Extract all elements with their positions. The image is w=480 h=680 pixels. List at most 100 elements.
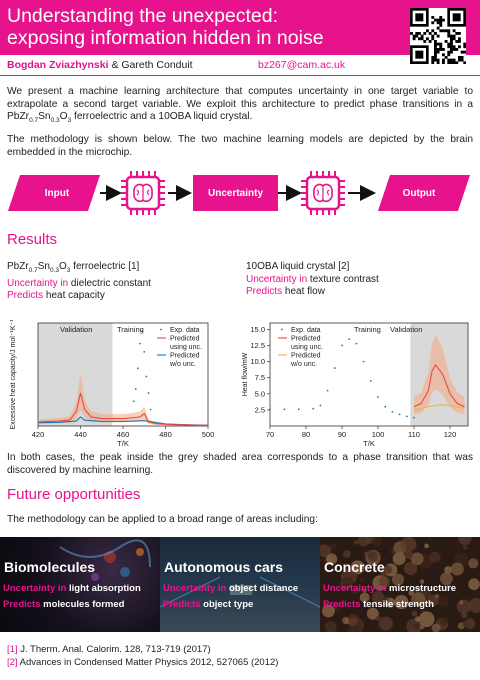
right-predicts: Predicts heat flow [246, 286, 325, 297]
qr-code-icon [410, 8, 467, 65]
reference-1: [1] J. Therm. Anal. Calorim. 128, 713-71… [7, 644, 211, 655]
card-predicts: Predicts object type [163, 599, 254, 610]
exp-data-point [149, 408, 152, 411]
legend-marker [160, 328, 162, 331]
card-autonomous-cars: Autonomous cars Uncertainty in object di… [160, 537, 320, 632]
legend-label: Exp. data [291, 327, 321, 334]
title-line-1: Understanding the unexpected: [7, 5, 279, 27]
future-heading: Future opportunities [7, 486, 141, 503]
x-tick-label: 80 [302, 430, 310, 439]
x-tick-label: 110 [408, 430, 420, 439]
exp-data-point [141, 330, 144, 333]
y-tick-label: 10.0 [250, 357, 265, 366]
validation-label: Validation [390, 325, 422, 334]
x-tick-label: 440 [74, 430, 87, 439]
chart-heat-capacity: 420 440 460 480 500 T/K Excessive heat capacit… [10, 319, 214, 448]
exp-data-point [132, 400, 135, 403]
left-uncertainty: Uncertainty in dielectric constant [7, 277, 151, 289]
future-intro: The methodology can be applied to a broa… [7, 514, 318, 525]
exp-data-point [377, 396, 379, 398]
exp-data-point [333, 367, 336, 369]
x-axis-label: T/K [117, 439, 129, 448]
exp-data-point [283, 408, 286, 411]
x-tick-label: 420 [32, 430, 45, 439]
biomolecules-image [59, 539, 151, 581]
exp-data-point [145, 375, 148, 378]
x-axis-label: T/K [363, 439, 375, 448]
output-box [378, 175, 470, 211]
exp-data-point [413, 416, 415, 419]
chart-heat-flow: 70 80 90 100 110 120 2.5 5.0 7.5 10.0 12.5 15.0 T/K H… [242, 322, 469, 448]
x-tick-label: 90 [338, 430, 346, 439]
card-uncertainty: Uncertainty in object distance [163, 583, 299, 594]
exp-data-point [398, 413, 401, 416]
uncertainty-label: Uncertainty [207, 187, 263, 199]
exp-data-point [384, 405, 387, 408]
author-connector: & [108, 59, 122, 71]
brain-chip-icon [121, 171, 165, 215]
right-uncertainty: Uncertainty in texture contrast [246, 273, 379, 285]
legend-label: using unc. [291, 344, 323, 351]
x-tick-label: 480 [159, 430, 172, 439]
left-predicts: Predicts heat capacity [7, 290, 105, 301]
exp-data-point [405, 415, 408, 418]
card-concrete: Concrete Uncertainty in microstructure P… [320, 537, 480, 632]
right-material: 10OBA liquid crystal [2] [246, 261, 350, 272]
legend-label: Predicted [291, 353, 321, 360]
output-label: Output [402, 187, 436, 199]
legend-label: Predicted [291, 336, 321, 343]
card-title: Autonomous cars [164, 559, 284, 575]
card-uncertainty: Uncertainty in light absorption [3, 583, 141, 594]
exp-data-point [391, 410, 394, 413]
validation-label: Validation [60, 325, 92, 334]
references: [1] J. Therm. Anal. Calorim. 128, 713-71… [7, 644, 278, 669]
brain-chip-icon [301, 171, 345, 215]
y-tick-label: 2.5 [255, 405, 265, 414]
exp-data-point [341, 344, 343, 347]
author-2: Gareth Conduit [121, 59, 193, 71]
uncertainty-box [193, 175, 278, 211]
exp-data-point [139, 342, 141, 345]
exp-data-point [147, 392, 150, 394]
uncertainty-band [38, 373, 208, 426]
series-predicted-without-uncertainty [413, 404, 465, 411]
exp-data-point [348, 338, 351, 340]
legend-label: Predicted [170, 336, 200, 343]
intro-paragraph-2: The methodology is shown below. The two … [7, 134, 473, 158]
header-banner: Understanding the unexpected: exposing i… [0, 0, 480, 65]
card-title: Biomolecules [4, 559, 96, 575]
y-tick-label: 7.5 [255, 373, 265, 382]
author-list: Bogdan Zviazhynski & Gareth Conduit [7, 59, 193, 71]
input-label: Input [44, 187, 70, 199]
y-axis-label: Excessive heat capacity/J mol⁻¹K⁻¹ [10, 319, 17, 430]
training-label: Training [354, 325, 381, 334]
x-tick-label: 460 [117, 430, 130, 439]
concrete-image [320, 537, 480, 632]
exp-data-point [297, 408, 300, 411]
exp-data-point [369, 380, 372, 382]
exp-data-point [312, 407, 315, 410]
header-rule [0, 75, 480, 76]
legend-label: w/o unc. [169, 361, 196, 368]
card-uncertainty: Uncertainty in microstructure [323, 583, 457, 594]
series-predicted-with-uncertainty [413, 363, 465, 408]
reference-2: [2] Advances in Condensed Matter Physics… [7, 656, 279, 668]
author-1: Bogdan Zviazhynski [7, 59, 109, 71]
y-tick-label: 12.5 [250, 341, 265, 350]
exp-data-point [355, 342, 358, 345]
qr-code-graphic [410, 8, 467, 65]
left-material: PbZr0.7Sn0.3O3 ferroelectric [1] [7, 261, 140, 274]
y-tick-label: 15.0 [250, 325, 265, 334]
right-panel-description: 10OBA liquid crystal [2] Uncertainty in … [246, 261, 379, 299]
author-email[interactable]: bz267@cam.ac.uk [258, 59, 346, 71]
methodology-diagram [8, 171, 470, 215]
exp-data-point [143, 350, 146, 353]
intro-paragraph-1: We present a machine learning architectu… [7, 86, 473, 125]
training-label: Training [117, 325, 144, 334]
cars-image [160, 576, 320, 608]
card-predicts: Predicts molecules formed [3, 599, 125, 610]
left-panel-description: PbZr0.7Sn0.3O3 ferroelectric [1] Uncerta… [7, 261, 151, 303]
legend-label: w/o unc. [290, 361, 317, 368]
y-axis-label: Heat flow/mW [242, 352, 249, 396]
input-box [8, 175, 100, 211]
